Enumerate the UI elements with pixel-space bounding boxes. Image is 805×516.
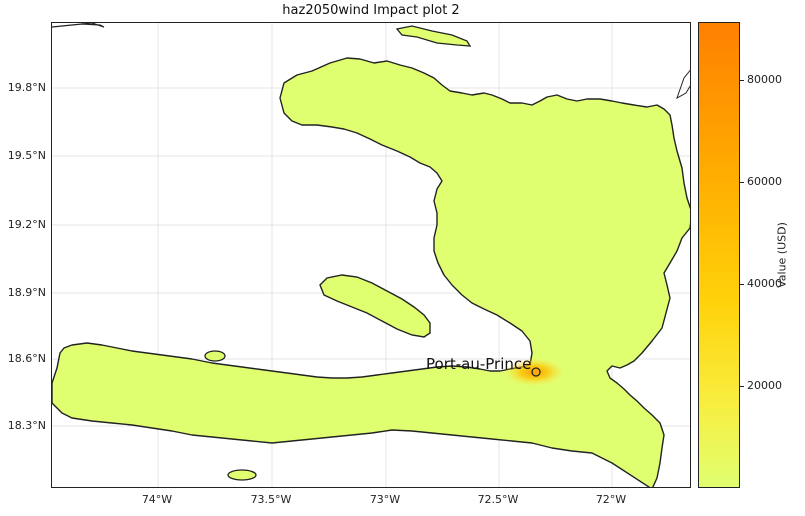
city-marker[interactable] xyxy=(531,367,541,377)
colorbar-tick: 80000 xyxy=(747,73,782,86)
lon-tick: 72°W xyxy=(595,493,627,506)
map-frame[interactable] xyxy=(51,22,691,488)
colorbar xyxy=(698,22,740,488)
tortuga-island xyxy=(395,25,472,47)
colorbar-tick-mark xyxy=(740,182,744,183)
dr-coast-fragment xyxy=(676,69,690,100)
map-title: haz2050wind Impact plot 2 xyxy=(282,3,460,18)
map-canvas xyxy=(52,23,690,487)
colorbar-label: Value (USD) xyxy=(775,222,789,288)
impact-hotspot xyxy=(504,358,564,386)
city-label: Port-au-Prince xyxy=(426,355,532,373)
small-island-a xyxy=(204,350,226,362)
haiti-mainland xyxy=(52,57,690,487)
colorbar-tick: 20000 xyxy=(747,379,782,392)
lon-tick: 72.5°W xyxy=(477,493,519,506)
lon-tick: 73.5°W xyxy=(250,493,292,506)
colorbar-tick-mark xyxy=(740,386,744,387)
gonave-island xyxy=(319,274,431,338)
lat-tick: 19.8°N xyxy=(7,81,46,94)
lat-tick: 18.9°N xyxy=(7,286,46,299)
colorbar-tick-mark xyxy=(740,80,744,81)
lat-tick: 18.3°N xyxy=(7,419,46,432)
lat-tick: 18.6°N xyxy=(7,352,46,365)
lat-tick: 19.2°N xyxy=(7,218,46,231)
lon-tick: 74°W xyxy=(141,493,173,506)
colorbar-tick: 40000 xyxy=(747,277,782,290)
lat-tick: 19.5°N xyxy=(7,149,46,162)
colorbar-tick-mark xyxy=(740,284,744,285)
cuba-coast xyxy=(52,23,105,28)
colorbar-tick: 60000 xyxy=(747,175,782,188)
small-island-b xyxy=(227,469,257,481)
lon-tick: 73°W xyxy=(369,493,401,506)
